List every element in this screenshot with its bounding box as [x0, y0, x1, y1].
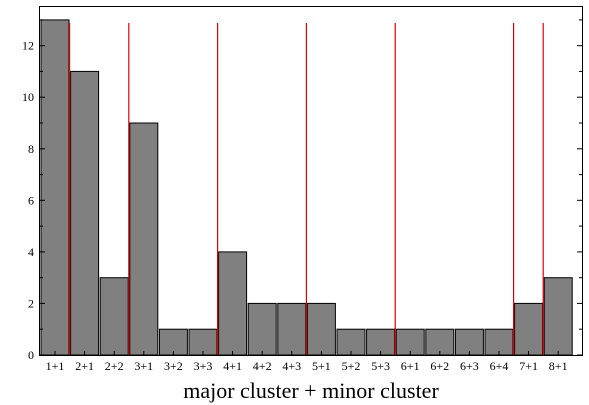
- x-tick-label: 2+1: [75, 359, 94, 373]
- bar-6+1: [395, 328, 425, 356]
- x-tick-label: 3+3: [194, 359, 213, 373]
- bar-3+2: [158, 328, 188, 356]
- y-axis: 0 2 4 6 8 10 12: [22, 19, 582, 362]
- x-tick-label: 2+2: [105, 359, 124, 373]
- x-tick-label: 6+1: [401, 359, 420, 373]
- bar-4+1: [218, 251, 248, 356]
- y-tick-label: 0: [28, 348, 34, 362]
- y-tick-label: 12: [22, 39, 34, 53]
- x-tick-label: 4+1: [223, 359, 242, 373]
- bar-5+1: [306, 302, 336, 356]
- x-tick-label: 4+2: [253, 359, 272, 373]
- bars-group: [40, 19, 573, 356]
- x-tick-label: 1+1: [46, 359, 65, 373]
- x-tick-label: 5+3: [371, 359, 390, 373]
- x-tick-label: 6+4: [490, 359, 509, 373]
- bar-2+1: [70, 70, 100, 356]
- bar-5+2: [336, 328, 366, 356]
- bar-4+2: [247, 302, 277, 356]
- x-tick-label: 8+1: [549, 359, 568, 373]
- bar-4+3: [277, 302, 307, 356]
- separators-group: [68, 23, 544, 355]
- bar-1+1: [40, 19, 70, 356]
- bar-2+2: [99, 277, 129, 356]
- bar-3+1: [129, 122, 159, 356]
- y-tick-label: 4: [28, 245, 34, 259]
- y-tick-label: 8: [28, 142, 34, 156]
- x-tick-label: 5+1: [312, 359, 331, 373]
- x-tick-label: 4+3: [282, 359, 301, 373]
- bar-8+1: [543, 277, 573, 356]
- bar-7+1: [514, 302, 544, 356]
- x-tick-label: 3+2: [164, 359, 183, 373]
- x-axis-label: major cluster + minor cluster: [183, 378, 439, 403]
- x-tick-label: 3+1: [134, 359, 153, 373]
- x-tick-label: 6+2: [430, 359, 449, 373]
- bar-6+3: [454, 328, 484, 356]
- x-axis: 1+1 2+1 2+2 3+1 3+2 3+3 4+1 4+2 4+3 5+1 5+2 5+3 6+1 6…: [46, 351, 568, 373]
- y-tick-label: 6: [28, 193, 34, 207]
- bar-6+4: [484, 328, 514, 356]
- x-tick-label: 5+2: [342, 359, 361, 373]
- y-tick-label: 2: [28, 296, 34, 310]
- x-tick-label: 6+3: [460, 359, 479, 373]
- y-tick-label: 10: [22, 90, 34, 104]
- x-tick-label: 7+1: [519, 359, 538, 373]
